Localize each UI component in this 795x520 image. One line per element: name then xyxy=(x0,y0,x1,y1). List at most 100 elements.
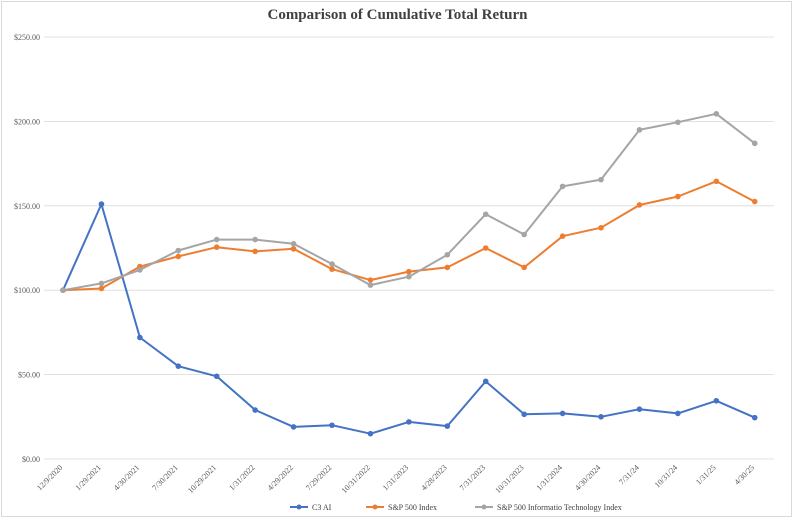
legend-label: C3 AI xyxy=(312,503,332,512)
data-point xyxy=(252,236,258,243)
data-point xyxy=(290,240,297,247)
legend-label: S&P 500 Informatio Technology Index xyxy=(497,503,622,512)
series-1 xyxy=(60,178,758,294)
data-point xyxy=(713,397,720,404)
y-axis-tick-labels: $0.00 $50.00 $100.00 $150.00 $200.00 $250.00 xyxy=(14,33,40,464)
data-point xyxy=(713,111,720,117)
data-point xyxy=(98,285,105,292)
x-tick-label: 10/31/2022 xyxy=(340,463,372,495)
x-tick-label: 1/31/2023 xyxy=(381,463,410,492)
data-point xyxy=(137,334,143,341)
data-point xyxy=(598,224,604,231)
data-point xyxy=(175,363,182,369)
x-tick-label: 4/29/2022 xyxy=(266,463,295,492)
legend-item: S&P 500 Index xyxy=(366,503,437,512)
data-point xyxy=(175,247,182,254)
data-point xyxy=(444,423,451,429)
x-tick-label: 10/31/2023 xyxy=(493,463,525,495)
x-tick-label: 4/28/2023 xyxy=(419,463,448,492)
y-tick-label: $200.00 xyxy=(14,117,40,126)
x-tick-label: 12/9/2020 xyxy=(35,463,64,492)
data-point xyxy=(559,233,566,239)
y-tick-label: $100.00 xyxy=(14,286,40,295)
data-point xyxy=(329,266,335,272)
data-point xyxy=(521,231,527,238)
data-point xyxy=(675,119,681,126)
data-point xyxy=(290,424,297,430)
x-tick-label: 4/30/2024 xyxy=(573,463,602,492)
data-point xyxy=(636,202,643,208)
data-point xyxy=(252,407,258,413)
legend-item: C3 AI xyxy=(290,503,332,512)
y-tick-label: $50.00 xyxy=(18,371,40,380)
data-point xyxy=(406,419,412,425)
data-point xyxy=(213,236,220,243)
data-point xyxy=(367,282,374,288)
series xyxy=(60,111,758,437)
data-point xyxy=(329,261,335,267)
data-point xyxy=(444,264,451,271)
x-tick-label: 1/31/2024 xyxy=(535,463,564,492)
x-tick-label: 7/31/24 xyxy=(617,463,641,487)
x-tick-label: 1/29/2021 xyxy=(74,463,103,492)
y-tick-label: $150.00 xyxy=(14,202,40,211)
series-line xyxy=(62,203,756,435)
data-point xyxy=(367,277,374,283)
data-point xyxy=(521,411,527,418)
legend-label: S&P 500 Index xyxy=(388,503,437,512)
data-point xyxy=(482,211,489,218)
data-point xyxy=(367,430,374,437)
data-point xyxy=(598,176,604,183)
data-point xyxy=(175,253,182,260)
x-tick-label: 7/30/2021 xyxy=(150,463,179,492)
x-tick-label: 10/31/24 xyxy=(653,463,679,489)
chart-title: Comparison of Cumulative Total Return xyxy=(267,7,528,23)
x-tick-label: 7/31/2023 xyxy=(458,463,487,492)
data-point xyxy=(60,287,66,294)
data-point xyxy=(213,373,220,380)
x-tick-label: 7/29/2022 xyxy=(304,463,333,492)
data-point xyxy=(406,273,412,280)
data-point xyxy=(137,267,143,273)
data-point xyxy=(636,406,643,413)
data-point xyxy=(751,414,758,421)
data-point xyxy=(598,414,604,420)
data-point xyxy=(675,193,681,200)
legend-marker xyxy=(296,504,302,510)
x-tick-label: 1/31/2022 xyxy=(227,463,256,492)
legend-marker xyxy=(481,504,487,510)
data-point xyxy=(751,140,758,147)
series-0 xyxy=(60,201,758,437)
legend-item: S&P 500 Informatio Technology Index xyxy=(475,503,622,512)
data-point xyxy=(636,127,643,133)
data-point xyxy=(444,251,451,258)
y-tick-label: $0.00 xyxy=(22,455,40,464)
legend: C3 AI S&P 500 Index S&P 500 Informatio Tec… xyxy=(290,503,622,512)
legend-marker xyxy=(372,504,378,510)
data-point xyxy=(406,268,412,275)
y-tick-label: $250.00 xyxy=(14,33,40,42)
data-point xyxy=(482,378,489,385)
data-point xyxy=(521,264,527,271)
data-point xyxy=(559,410,566,417)
data-point xyxy=(252,248,258,255)
gridlines xyxy=(44,36,774,460)
data-point xyxy=(751,198,758,205)
data-point xyxy=(290,246,297,252)
series-2 xyxy=(60,111,758,294)
data-point xyxy=(329,422,335,429)
data-point xyxy=(213,244,220,250)
data-point xyxy=(482,245,489,251)
x-tick-label: 1/31/25 xyxy=(694,463,718,487)
data-point xyxy=(98,280,105,287)
data-point xyxy=(713,178,720,185)
x-axis-tick-labels: 12/9/2020 1/29/2021 4/30/2021 7/30/2021 10/2… xyxy=(35,463,756,495)
data-point xyxy=(675,410,681,417)
data-point xyxy=(98,201,105,207)
x-tick-label: 4/30/25 xyxy=(732,463,756,487)
x-tick-label: 4/30/2021 xyxy=(112,463,141,492)
data-point xyxy=(559,183,566,190)
x-tick-label: 10/29/2021 xyxy=(186,463,218,495)
